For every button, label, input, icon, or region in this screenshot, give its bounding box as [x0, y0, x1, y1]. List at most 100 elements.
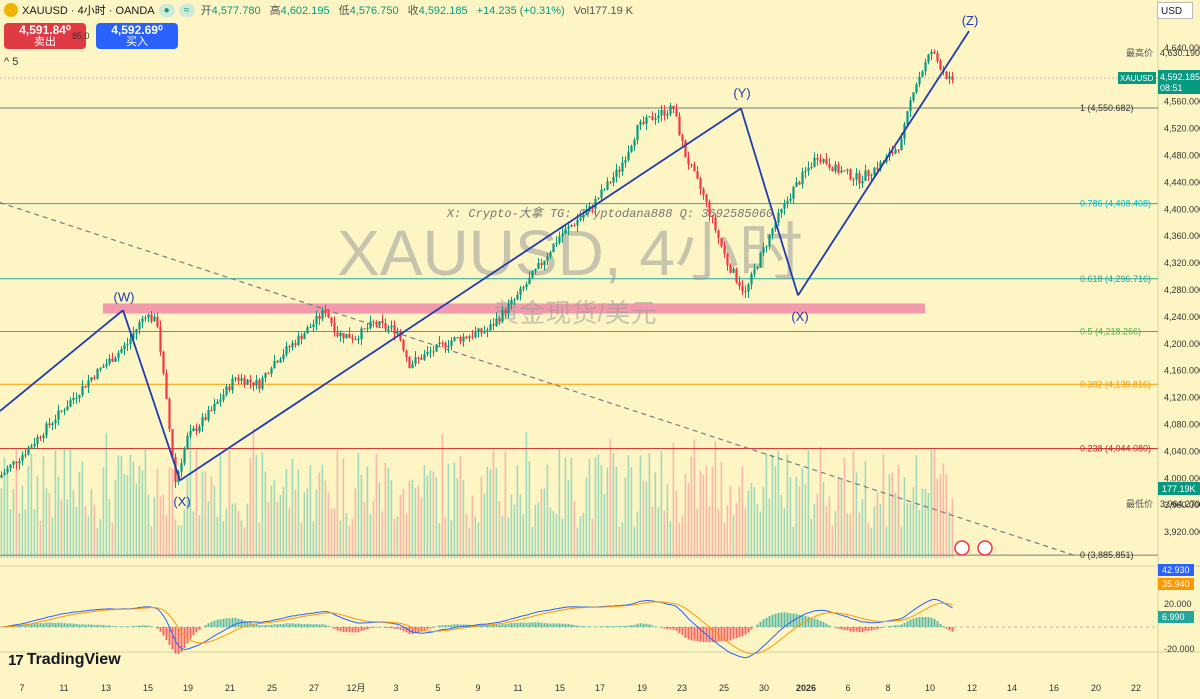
candle-body: [489, 324, 492, 331]
wave-label: (Y): [733, 86, 750, 101]
volume-bar: [324, 480, 327, 558]
candle-body: [606, 181, 609, 190]
macd-histogram-bar: [690, 627, 693, 641]
macd-histogram-bar: [768, 616, 771, 627]
candle-body: [414, 357, 417, 364]
volume-bar: [144, 448, 147, 558]
candle-body: [678, 116, 681, 136]
volume-bar: [939, 474, 942, 558]
candle-body: [870, 175, 873, 177]
fib-label: 0 (3,885.851): [1080, 550, 1134, 560]
macd-histogram-bar: [903, 623, 906, 627]
macd-histogram-bar: [339, 627, 342, 632]
candle-body: [411, 363, 414, 369]
volume-bar: [357, 452, 360, 558]
candle-body: [327, 313, 330, 318]
candle-body: [351, 337, 354, 340]
volume-bar: [936, 478, 939, 558]
candle-body: [837, 164, 840, 173]
watermark-subtitle: 黄金现货/美元: [493, 298, 656, 328]
volume-bar: [327, 492, 330, 558]
candle-body: [933, 51, 936, 54]
tradingview-icon: 17: [8, 651, 24, 669]
volume-bar: [807, 449, 810, 558]
volume-bar: [849, 513, 852, 558]
macd-histogram-bar: [612, 626, 615, 627]
price-tick: 4,240.000: [1164, 312, 1200, 322]
candle-body: [897, 149, 900, 151]
indicator-collapse-toggle[interactable]: ^ 5: [4, 56, 19, 68]
symbol-title[interactable]: XAUUSD · 4小时 · OANDA: [22, 5, 155, 17]
macd-histogram-bar: [405, 627, 408, 633]
macd-histogram-bar: [366, 627, 369, 630]
volume-bar: [348, 526, 351, 558]
price-tick: 4,320.000: [1164, 258, 1200, 268]
candle-body: [921, 71, 924, 77]
volume-bar: [471, 495, 474, 558]
candlesticks: [0, 49, 954, 489]
volume-bar: [246, 503, 249, 558]
macd-histogram-bar: [894, 625, 897, 627]
candle-body: [219, 399, 222, 402]
candle-body: [162, 351, 165, 374]
candle-body: [507, 304, 510, 314]
macd-histogram-bar: [453, 624, 456, 627]
price-tick: 4,120.000: [1164, 393, 1200, 403]
bar-countdown: 08:51: [1160, 83, 1183, 93]
macd-histogram-bar: [837, 627, 840, 629]
macd-histogram-bar: [633, 624, 636, 627]
candle-body: [909, 100, 912, 112]
currency-selector[interactable]: USD: [1157, 2, 1193, 19]
volume-bar: [129, 454, 132, 558]
macd-histogram-bar: [411, 627, 414, 635]
candle-body: [675, 109, 678, 117]
watermark-title: XAUUSD, 4小时: [337, 217, 803, 289]
candle-body: [180, 463, 183, 472]
macd-histogram-bar: [573, 625, 576, 627]
candle-body: [141, 318, 144, 323]
candle-body: [471, 336, 474, 338]
candle-body: [558, 236, 561, 243]
news-event-icon[interactable]: [954, 540, 970, 556]
candle-body: [555, 242, 558, 245]
macd-histogram-bar: [216, 619, 219, 627]
macd-histogram-bar: [906, 621, 909, 627]
news-event-icon[interactable]: [977, 540, 993, 556]
macd-histogram-bar: [876, 627, 879, 630]
wave-icon[interactable]: ≈: [178, 3, 195, 17]
volume-bar: [453, 462, 456, 558]
candle-body: [864, 170, 867, 181]
candle-body: [690, 164, 693, 166]
sell-button[interactable]: 4,591.84⁰ 卖出: [4, 23, 86, 49]
macd-histogram-bar: [126, 626, 129, 627]
macd-histogram-bar: [291, 623, 294, 627]
candle-body: [90, 377, 93, 381]
volume-bar: [537, 502, 540, 558]
macd-histogram-bar: [117, 626, 120, 627]
lowest-value: 3,964.270: [1160, 499, 1200, 509]
macd-histogram-bar: [357, 627, 360, 633]
volume-bar: [339, 520, 342, 558]
wave-lines: (W) (X) (Y) (X) (Z): [0, 13, 978, 509]
macd-histogram-bar: [759, 621, 762, 627]
volume-bar: [48, 492, 51, 558]
volume-bar: [198, 515, 201, 558]
buy-button[interactable]: 4,592.69⁰ 买入: [96, 23, 178, 49]
candle-body: [333, 323, 336, 333]
macd-histogram-bar: [462, 624, 465, 627]
time-tick: 17: [595, 683, 605, 693]
macd-histogram-bar: [669, 627, 672, 630]
macd-histogram-bar: [642, 623, 645, 627]
time-tick: 30: [759, 683, 769, 693]
status-dot-icon[interactable]: ●: [158, 3, 175, 17]
volume-bar: [159, 496, 162, 558]
candle-body: [549, 252, 552, 257]
macd-histogram-bar: [846, 627, 849, 631]
fib-label: 0.5 (4,218.266): [1080, 327, 1141, 337]
volume-bar: [342, 458, 345, 558]
tradingview-logo[interactable]: 17 TradingView: [8, 651, 121, 669]
candle-body: [648, 116, 651, 118]
volume-bar: [855, 472, 858, 558]
candle-body: [855, 173, 858, 180]
